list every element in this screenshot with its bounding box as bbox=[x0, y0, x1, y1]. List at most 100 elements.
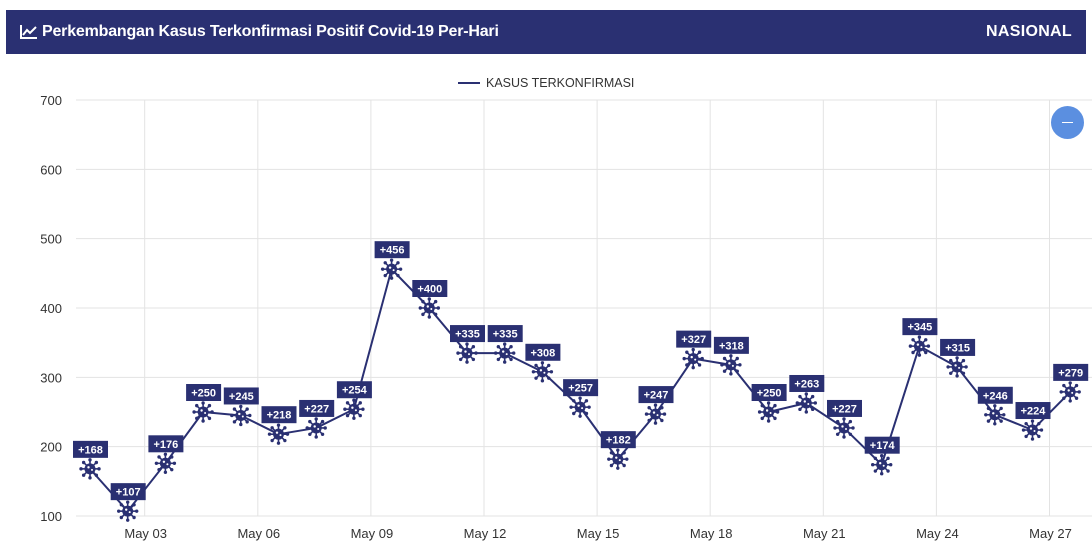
data-label: +250 bbox=[186, 384, 222, 401]
virus-spike-tip bbox=[917, 353, 922, 357]
virus-spike-tip bbox=[848, 419, 853, 424]
virus-spike-tip bbox=[691, 365, 695, 370]
virus-spike-tip bbox=[126, 518, 130, 522]
virus-spike-tip bbox=[842, 417, 846, 421]
data-point-virus-icon bbox=[456, 342, 478, 364]
virus-dot bbox=[652, 411, 656, 414]
data-label: +247 bbox=[638, 386, 674, 404]
virus-dot bbox=[845, 427, 847, 430]
virus-dot bbox=[313, 425, 316, 428]
virus-dot bbox=[238, 412, 241, 416]
x-tick-label: May 03 bbox=[124, 526, 167, 541]
data-label-text: +318 bbox=[719, 340, 744, 352]
virus-spike-tip bbox=[773, 403, 777, 408]
data-label: +257 bbox=[563, 379, 599, 397]
virus-spike-tip bbox=[682, 356, 686, 361]
line-chart: 100 200 300 400 500 600 700 May 03 May 06 May 09… bbox=[40, 76, 1092, 541]
virus-spike-tip bbox=[433, 299, 438, 304]
virus-core bbox=[725, 359, 737, 371]
virus-spike-tip bbox=[540, 379, 545, 383]
virus-spike-tip bbox=[192, 410, 196, 414]
virus-spike-tip bbox=[117, 509, 121, 513]
virus-spike-tip bbox=[622, 451, 626, 455]
virus-spike-tip bbox=[798, 407, 802, 412]
virus-spike-tip bbox=[835, 419, 840, 424]
virus-dot bbox=[803, 400, 806, 403]
virus-spike-tip bbox=[660, 418, 664, 423]
virus-spike-tip bbox=[616, 466, 620, 470]
virus-spike-tip bbox=[540, 361, 545, 365]
virus-dot bbox=[1029, 427, 1033, 430]
virus-spike-tip bbox=[804, 410, 808, 414]
virus-spike-tip bbox=[685, 350, 689, 354]
virus-dot bbox=[916, 343, 920, 346]
virus-core bbox=[348, 403, 360, 415]
data-point-virus-icon bbox=[757, 401, 780, 423]
virus-spike-tip bbox=[547, 363, 551, 368]
virus-core bbox=[763, 406, 775, 418]
virus-spike-tip bbox=[239, 404, 243, 409]
data-label-box bbox=[638, 386, 674, 404]
virus-spike-tip bbox=[735, 369, 739, 373]
virus-spike-tip bbox=[625, 457, 629, 461]
virus-spike-tip bbox=[999, 419, 1003, 423]
virus-spike-tip bbox=[308, 419, 312, 424]
data-point-virus-icon bbox=[192, 401, 214, 423]
virus-spike-tip bbox=[232, 407, 237, 411]
collapse-button[interactable] bbox=[1051, 106, 1084, 139]
data-label-text: +182 bbox=[606, 435, 631, 447]
virus-spike-tip bbox=[622, 463, 626, 468]
data-label-box bbox=[1015, 402, 1051, 420]
virus-dot bbox=[807, 402, 810, 405]
virus-spike-tip bbox=[1062, 383, 1066, 388]
data-label-box bbox=[902, 318, 938, 336]
virus-dot bbox=[502, 350, 505, 353]
x-tick-label: May 24 bbox=[916, 526, 959, 541]
data-label-text: +218 bbox=[267, 410, 292, 422]
virus-spike-tip bbox=[813, 401, 817, 405]
data-label-box bbox=[977, 386, 1013, 404]
chart-grid bbox=[76, 99, 1092, 517]
region-label[interactable]: NASIONAL bbox=[986, 23, 1072, 40]
chart-title-group: Perkembangan Kasus Terkonfirmasi Positif… bbox=[20, 23, 499, 41]
virus-spike-tip bbox=[1037, 421, 1041, 426]
virus-spike-tip bbox=[418, 306, 422, 310]
virus-spike-tip bbox=[343, 407, 347, 411]
virus-spike-tip bbox=[494, 351, 498, 355]
virus-spike-tip bbox=[578, 414, 582, 418]
virus-spike-tip bbox=[697, 363, 702, 367]
virus-spike-tip bbox=[503, 360, 507, 364]
data-label-box bbox=[600, 431, 636, 449]
virus-spike-tip bbox=[587, 405, 591, 409]
virus-dot bbox=[577, 404, 580, 407]
virus-dot bbox=[468, 353, 470, 356]
virus-spike-tip bbox=[81, 473, 86, 477]
virus-spike-tip bbox=[380, 267, 385, 271]
virus-spike-tip bbox=[993, 404, 997, 408]
virus-spike-tip bbox=[1002, 413, 1006, 417]
virus-spike-tip bbox=[458, 345, 463, 349]
virus-core bbox=[197, 406, 209, 418]
data-point-virus-icon bbox=[644, 403, 667, 425]
minus-icon bbox=[1062, 121, 1073, 124]
data-label: +315 bbox=[940, 338, 976, 356]
virus-spike-tip bbox=[245, 420, 249, 424]
virus-spike-tip bbox=[1039, 428, 1044, 432]
data-label-text: +345 bbox=[908, 322, 933, 334]
chart-legend[interactable]: KASUS TERKONFIRMASI bbox=[458, 76, 634, 90]
virus-spike-tip bbox=[132, 515, 136, 520]
virus-dot bbox=[581, 407, 584, 410]
virus-spike-tip bbox=[986, 406, 991, 411]
data-label: +107 bbox=[110, 483, 146, 501]
data-label: +176 bbox=[148, 435, 184, 453]
virus-spike-tip bbox=[88, 476, 92, 480]
data-label-box bbox=[148, 435, 184, 453]
data-label-box bbox=[487, 325, 523, 343]
virus-spike-tip bbox=[880, 471, 884, 476]
data-point-virus-icon bbox=[720, 354, 742, 376]
virus-spike-tip bbox=[842, 435, 846, 439]
virus-spike-tip bbox=[267, 432, 272, 436]
virus-spike-tip bbox=[427, 315, 431, 319]
virus-spike-tip bbox=[230, 413, 234, 418]
virus-spike-tip bbox=[352, 398, 356, 402]
